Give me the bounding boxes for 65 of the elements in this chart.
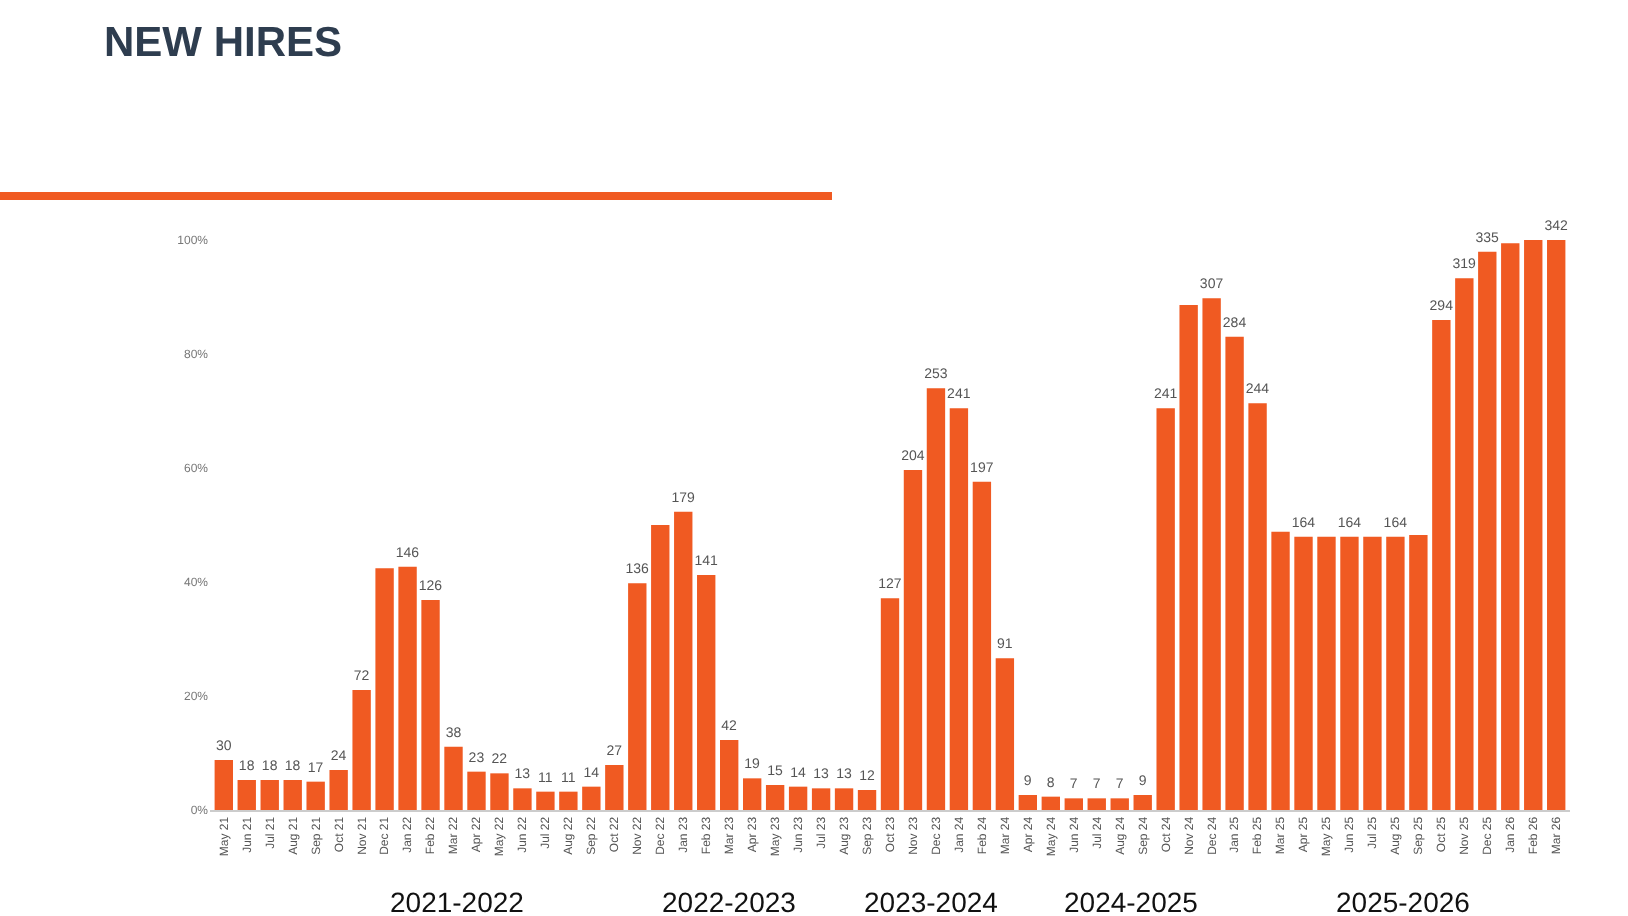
bar [352,690,371,810]
text: 2021-2022 [390,886,525,916]
bar [1294,536,1313,810]
bar [628,583,647,810]
bar [1455,278,1474,810]
bar [903,470,923,810]
bar [306,781,325,810]
bar [1225,336,1244,810]
text: 2024-2025 [1064,886,1199,916]
bar [720,740,739,810]
bar [765,785,785,810]
bar [375,568,394,810]
bar [674,511,693,810]
bar [926,388,946,810]
bar [421,600,440,810]
bar [260,780,279,810]
bar [513,788,532,810]
bar [1133,795,1152,810]
bar [880,598,900,810]
bar [214,760,233,810]
bar [651,525,670,810]
bar [1409,535,1428,810]
bar [949,408,969,810]
bar [398,566,417,810]
text: 2023-2024 [864,886,999,916]
bar [1386,536,1405,810]
bar [329,770,348,810]
bar [1041,796,1060,810]
bar [582,786,601,810]
bar [697,575,716,810]
bar [972,481,992,810]
bar [283,780,302,810]
bar [1110,798,1129,810]
bar [605,765,624,810]
text: 2022-2023 [662,886,797,916]
bar [237,780,256,810]
bar [467,771,486,810]
bar [857,790,877,810]
bar [995,658,1015,810]
bar [1478,251,1497,810]
bar [490,773,509,810]
bar [788,786,808,810]
bar [1179,305,1198,810]
text: 2025-2026 [1336,886,1471,916]
bar [1202,298,1221,810]
bar [1340,536,1359,810]
bar [444,746,463,810]
bar [1271,531,1290,810]
bar [536,791,555,810]
bar [742,778,762,810]
bar [1087,798,1106,810]
bar [1018,795,1038,810]
bar [1432,320,1451,810]
bar [1524,240,1543,810]
bar [1317,536,1336,810]
bar [811,788,831,810]
bar [1248,403,1267,810]
bar [559,791,578,810]
bar [1363,536,1382,810]
bar [1064,798,1083,810]
bar [1156,408,1175,810]
bar [1501,243,1520,810]
bar [834,788,854,810]
bar [1547,240,1566,810]
chart-title: NEW HIRES [104,20,343,68]
